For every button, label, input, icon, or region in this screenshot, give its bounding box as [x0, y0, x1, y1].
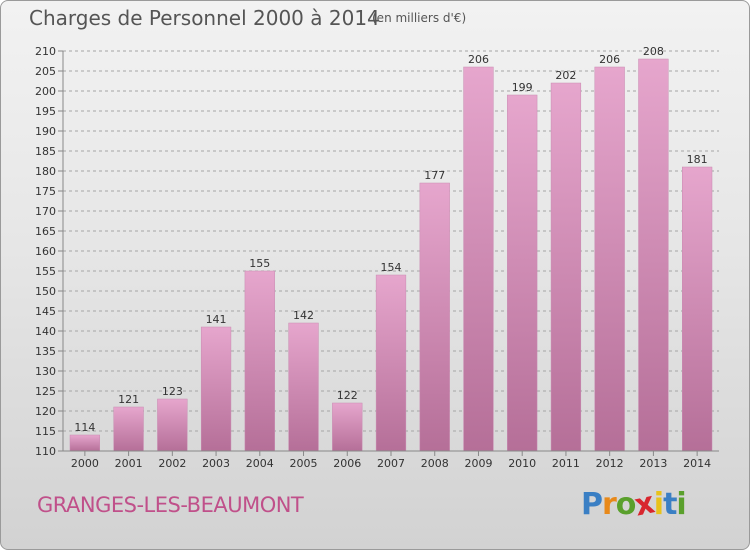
axes: [58, 50, 719, 456]
bar-2002: [157, 398, 188, 452]
bars: [69, 58, 713, 452]
y-tick-label: 130: [35, 365, 56, 378]
data-label-2000: 114: [74, 421, 95, 434]
bar-2008: [419, 182, 450, 452]
x-tick-label: 2009: [464, 457, 492, 470]
data-label-2005: 142: [293, 309, 314, 322]
y-tick-label: 210: [35, 45, 56, 58]
bar-2007: [375, 274, 407, 452]
data-label-2002: 123: [162, 385, 183, 398]
bar-2001: [113, 406, 144, 452]
bar-2004: [244, 270, 275, 452]
y-tick-label: 160: [35, 245, 56, 258]
bar-2006: [332, 402, 363, 452]
bar-2005: [288, 322, 319, 452]
data-label-2010: 199: [512, 81, 533, 94]
data-label-2003: 141: [206, 313, 227, 326]
x-tick-label: 2004: [246, 457, 274, 470]
location-name: GRANGES-LES-BEAUMONT: [37, 493, 304, 517]
x-tick-label: 2000: [71, 457, 99, 470]
y-tick-label: 190: [35, 125, 56, 138]
y-tick-label: 115: [35, 425, 56, 438]
x-tick-label: 2005: [290, 457, 318, 470]
proxiti-logo: Proxiti: [581, 485, 687, 523]
logo-letter: t: [663, 487, 677, 522]
x-tick-label: 2010: [508, 457, 536, 470]
bar-2010: [507, 94, 538, 452]
bar-2003: [200, 326, 232, 452]
x-tick-label: 2001: [115, 457, 143, 470]
logo-letter: o: [615, 487, 637, 522]
chart-title: Charges de Personnel 2000 à 2014: [29, 6, 380, 30]
y-tick-label: 180: [35, 165, 56, 178]
logo-letter: i: [653, 487, 664, 522]
y-tick-label: 135: [35, 345, 56, 358]
data-label-2004: 155: [249, 257, 270, 270]
x-tick-label: 2003: [202, 457, 230, 470]
data-label-2008: 177: [424, 169, 445, 182]
x-tick-label: 2011: [552, 457, 580, 470]
bar-2012: [594, 66, 625, 452]
y-tick-label: 120: [35, 405, 56, 418]
y-tick-label: 140: [35, 325, 56, 338]
x-tick-label: 2007: [377, 457, 405, 470]
y-tick-label: 200: [35, 85, 56, 98]
data-label-2013: 208: [643, 45, 664, 58]
data-label-2001: 121: [118, 393, 139, 406]
y-tick-label: 170: [35, 205, 56, 218]
y-tick-label: 185: [35, 145, 56, 158]
data-label-2006: 122: [337, 389, 358, 402]
x-tick-label: 2012: [596, 457, 624, 470]
data-label-2012: 206: [599, 53, 620, 66]
data-label-2009: 206: [468, 53, 489, 66]
data-label-2011: 202: [555, 69, 576, 82]
bar-2014: [682, 166, 713, 452]
y-tick-label: 150: [35, 285, 56, 298]
x-tick-label: 2008: [421, 457, 449, 470]
chart-subtitle: (en milliers d'€): [372, 11, 467, 25]
x-tick-label: 2006: [333, 457, 361, 470]
labels: 110 115 120 125 130 135 140 145 150 155 160 165 170 1…: [35, 45, 711, 470]
y-tick-label: 175: [35, 185, 56, 198]
bar-2013: [638, 58, 669, 452]
y-tick-label: 110: [35, 445, 56, 458]
y-tick-label: 195: [35, 105, 56, 118]
y-tick-label: 145: [35, 305, 56, 318]
bar-2009: [463, 66, 494, 452]
logo-letter: i: [676, 487, 686, 522]
x-tick-label: 2002: [158, 457, 186, 470]
bar-2000: [69, 434, 100, 452]
x-tick-label: 2013: [639, 457, 667, 470]
data-label-2014: 181: [687, 153, 708, 166]
data-label-2007: 154: [381, 261, 402, 274]
y-tick-label: 125: [35, 385, 56, 398]
logo-letter: r: [602, 487, 617, 522]
y-tick-label: 155: [35, 265, 56, 278]
y-tick-label: 165: [35, 225, 56, 238]
y-tick-label: 205: [35, 65, 56, 78]
x-tick-label: 2014: [683, 457, 711, 470]
bar-2011: [550, 82, 582, 452]
logo-letter: P: [581, 487, 603, 522]
